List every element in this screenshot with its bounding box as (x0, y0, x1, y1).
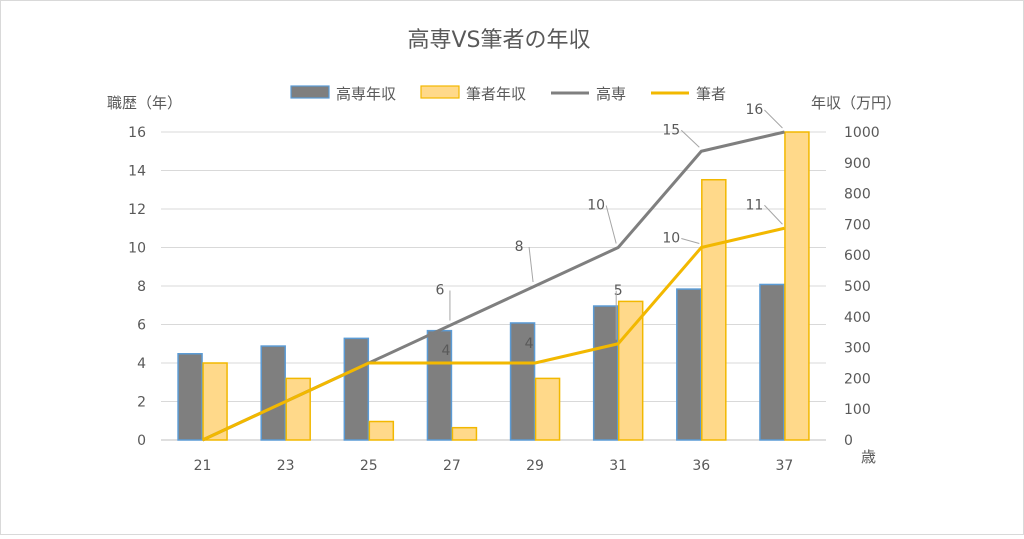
y-right-tick-label: 200 (844, 371, 871, 387)
x-tick-label: 37 (776, 458, 794, 474)
data-label-高専: 16 (746, 102, 764, 118)
x-tick-label: 23 (277, 458, 295, 474)
y-left-tick-label: 10 (128, 241, 146, 257)
bar-高専年収 (509, 322, 536, 441)
y-left-tick-label: 8 (137, 279, 146, 295)
bar-筆者年収 (202, 362, 228, 441)
data-label-高専: 15 (662, 122, 680, 138)
legend: 高専年収 筆者年収 高専 筆者 (290, 85, 726, 103)
y-right-tick-label: 1000 (844, 125, 880, 141)
data-label-高専: 6 (435, 283, 444, 299)
y-right-tick-label: 600 (844, 248, 871, 264)
x-tick-label: 29 (526, 458, 544, 474)
legend-label: 高専年収 (336, 85, 396, 103)
y-left-tick-label: 2 (137, 395, 146, 411)
x-tick-label: 21 (194, 458, 212, 474)
bar-筆者年収 (451, 426, 478, 441)
y-right-tick-label: 700 (844, 217, 871, 233)
bar-筆者年収 (701, 178, 727, 441)
bar-筆者年収 (285, 377, 311, 441)
y-left-tick-label: 4 (137, 356, 146, 372)
y-right-tick-label: 900 (844, 156, 871, 172)
leader-line (681, 238, 700, 244)
bar-高専年収 (343, 337, 370, 441)
data-labels: 6 8 10 15 16 4 4 5 10 11 (435, 102, 783, 359)
x-tick-label: 36 (692, 458, 710, 474)
chart-title: 高専VS筆者の年収 (407, 28, 590, 53)
bar-高専年収 (177, 353, 203, 441)
data-label-筆者: 5 (614, 283, 623, 299)
lines (201, 130, 785, 442)
bar-筆者年収 (534, 377, 561, 441)
x-axis-title: 歳 (861, 448, 876, 466)
bar-筆者年収 (368, 420, 395, 441)
legend-swatch (290, 85, 330, 99)
leader-line (764, 109, 783, 129)
y-right-tick-label: 300 (844, 341, 871, 357)
legend-swatch (420, 85, 460, 99)
y-left-tick-label: 14 (128, 164, 146, 180)
legend-label: 高専 (596, 85, 626, 103)
y-axis-right-ticks: 0 100 200 300 400 500 600 700 800 900 1000 (844, 125, 880, 449)
x-tick-label: 31 (609, 458, 627, 474)
y-left-tick-label: 0 (137, 433, 146, 449)
bar-高専年収 (260, 345, 286, 441)
y-axis-left-ticks: 0 2 4 6 8 10 12 14 16 (128, 125, 146, 449)
bar-筆者年収 (617, 300, 644, 441)
y-left-tick-label: 6 (137, 318, 146, 334)
leader-line (605, 205, 617, 244)
y-right-tick-label: 500 (844, 279, 871, 295)
y-axis-right-title: 年収（万円） (811, 94, 901, 112)
bar-高専年収 (676, 288, 702, 441)
data-label-筆者: 4 (525, 336, 534, 352)
line-筆者 (201, 226, 785, 442)
leader-line (680, 129, 700, 148)
legend-label: 筆者年収 (466, 85, 526, 103)
data-label-筆者: 10 (662, 231, 680, 247)
y-right-tick-label: 800 (844, 187, 871, 203)
bars (177, 131, 810, 441)
data-label-筆者: 11 (746, 197, 764, 213)
x-tick-label: 25 (360, 458, 378, 474)
y-left-tick-label: 16 (128, 125, 146, 141)
y-right-tick-label: 100 (844, 402, 871, 418)
y-axis-left-title: 職歴（年） (107, 94, 182, 112)
bar-高専年収 (592, 305, 619, 441)
data-label-筆者: 4 (441, 343, 450, 359)
bar-高専年収 (759, 283, 785, 441)
y-right-tick-label: 400 (844, 310, 871, 326)
x-axis-ticks: 21 23 25 27 29 31 36 37 (194, 458, 794, 474)
bar-筆者年収 (784, 131, 810, 441)
leader-line (528, 246, 534, 283)
legend-label: 筆者 (696, 85, 726, 103)
x-tick-label: 27 (443, 458, 461, 474)
data-label-高専: 10 (587, 198, 605, 214)
y-left-tick-label: 12 (128, 202, 146, 218)
y-right-tick-label: 0 (844, 433, 853, 449)
data-label-高専: 8 (515, 239, 524, 255)
leader-line (764, 204, 783, 225)
